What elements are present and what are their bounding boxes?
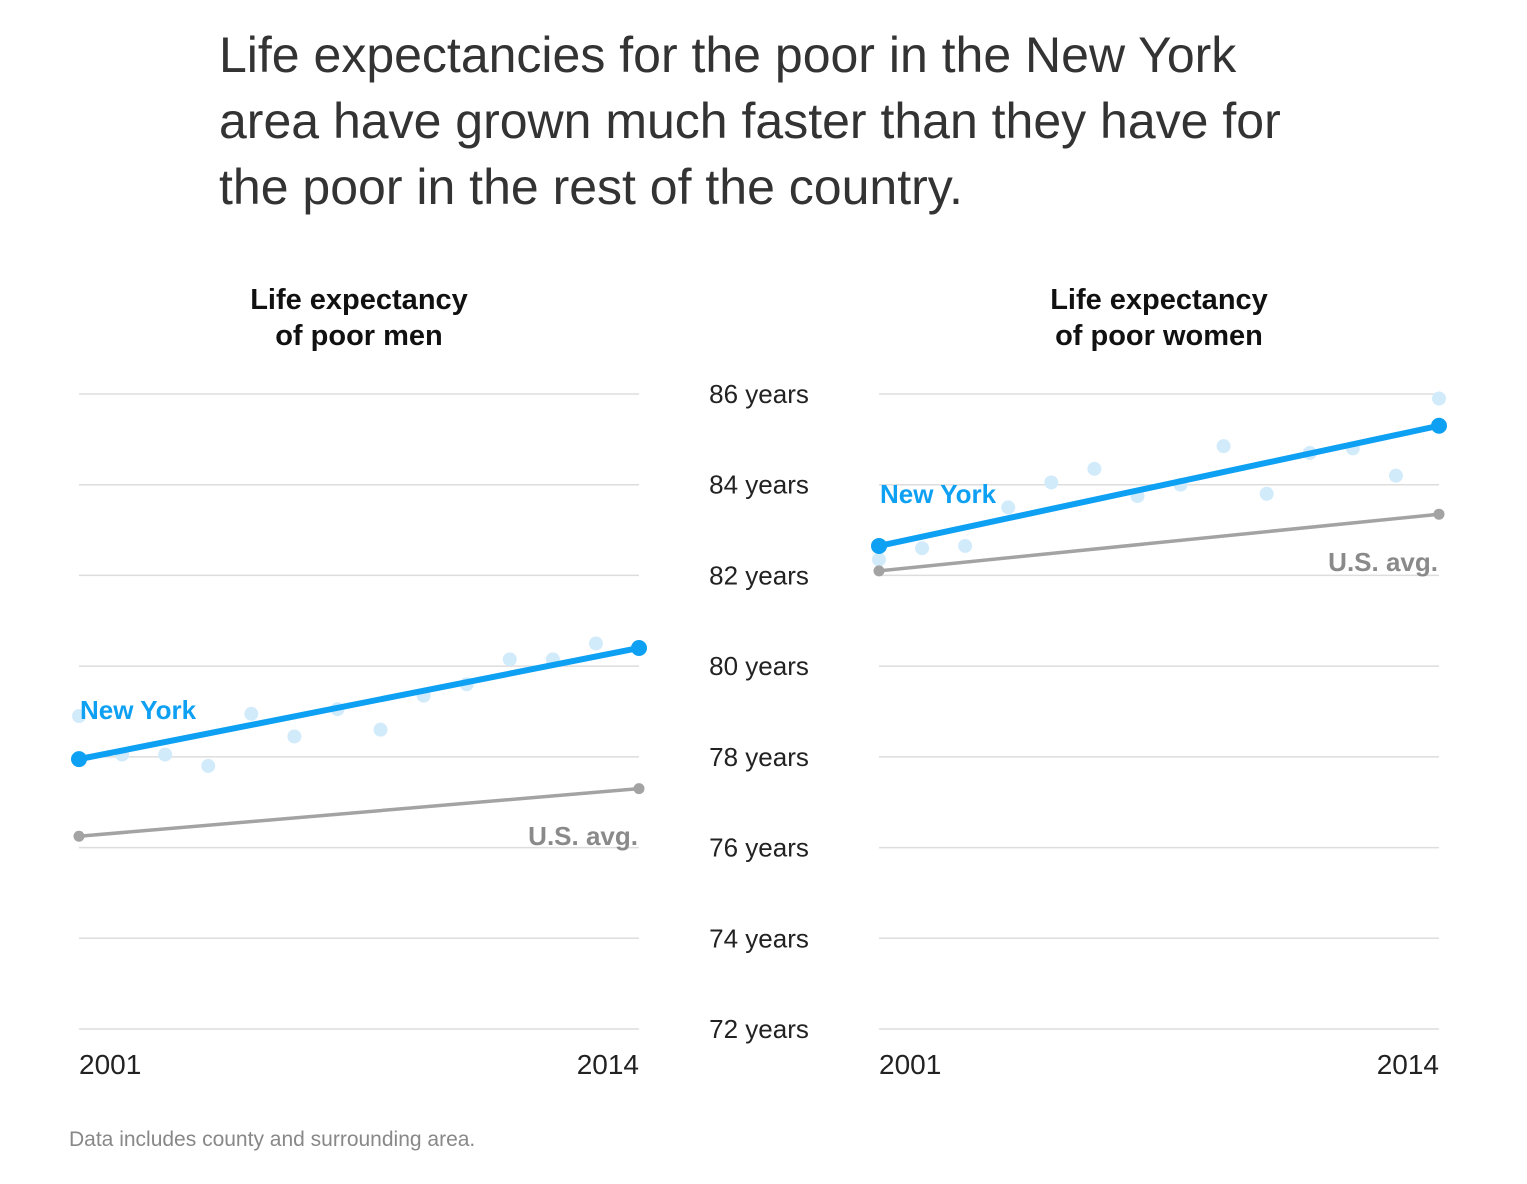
men-us-label: U.S. avg. <box>528 821 638 851</box>
men-x-tick-end: 2014 <box>577 1049 639 1080</box>
women-chart-title: Life expectancy of poor women <box>1050 284 1268 352</box>
men-title-line-2: of poor men <box>275 320 443 352</box>
women-x-tick-end: 2014 <box>1377 1049 1439 1080</box>
charts-svg: Life expectancy of poor men New York U.S… <box>71 284 1447 1080</box>
women-gridlines <box>879 393 1439 1030</box>
y-tick-label-72: 72 years <box>709 1014 809 1044</box>
women-x-tick-start: 2001 <box>879 1049 941 1080</box>
women-ny-point-2003 <box>958 538 973 553</box>
men-chart: Life expectancy of poor men New York U.S… <box>71 284 647 1080</box>
men-ny-point-2004 <box>201 758 216 773</box>
women-title-line-2: of poor women <box>1055 320 1263 352</box>
y-tick-label-74: 74 years <box>709 923 809 953</box>
women-ny-point-2002 <box>915 541 930 556</box>
women-ny-point-2004 <box>1001 500 1016 515</box>
men-ny-endpoint-2001 <box>71 751 87 768</box>
men-ny-point-2006 <box>287 729 302 744</box>
men-ny-point-2005 <box>244 706 259 721</box>
men-lines <box>71 640 647 842</box>
y-tick-label-82: 82 years <box>709 560 809 590</box>
women-ny-point-2005 <box>1044 475 1059 490</box>
y-tick-label-86: 86 years <box>709 379 809 409</box>
women-ny-point-2010 <box>1259 486 1274 501</box>
men-ny-point-2013 <box>588 636 603 651</box>
women-ny-endpoint-2014 <box>1431 417 1447 434</box>
y-tick-label-80: 80 years <box>709 651 809 681</box>
headline: Life expectancies for the poor in the Ne… <box>219 27 1281 215</box>
men-us-trend-line <box>77 786 641 838</box>
men-x-tick-start: 2001 <box>79 1049 141 1080</box>
y-axis-labels: 86 years 84 years 82 years 80 years 78 years… <box>709 379 809 1044</box>
men-ny-point-2011 <box>502 652 517 667</box>
women-ny-label: New York <box>880 479 997 509</box>
men-us-endpoint-2014 <box>633 783 645 795</box>
men-ny-point-2008 <box>373 722 388 737</box>
men-ny-endpoint-2014 <box>631 640 647 656</box>
women-us-trend-line <box>877 512 1441 573</box>
women-ny-trend-line <box>876 422 1442 549</box>
men-ny-label: New York <box>80 695 197 725</box>
men-ny-point-2003 <box>158 747 173 762</box>
men-us-endpoint-2001 <box>73 830 85 842</box>
women-us-endpoint-2014 <box>1433 508 1445 520</box>
y-tick-label-76: 76 years <box>709 833 809 863</box>
women-ny-point-2001 <box>872 552 886 567</box>
women-lines <box>871 417 1447 577</box>
women-ny-point-2006 <box>1087 461 1102 476</box>
women-ny-point-2014 <box>1432 391 1446 406</box>
y-tick-label-78: 78 years <box>709 742 809 772</box>
men-title-line-1: Life expectancy <box>250 284 468 316</box>
men-ny-point-2001 <box>72 709 86 724</box>
women-ny-point-2013 <box>1388 468 1403 483</box>
women-chart: Life expectancy of poor women New York U… <box>871 284 1447 1080</box>
men-ny-trend-line <box>76 645 642 763</box>
women-us-label: U.S. avg. <box>1328 547 1438 577</box>
women-ny-endpoint-2001 <box>871 537 887 554</box>
men-chart-title: Life expectancy of poor men <box>250 284 468 352</box>
women-ny-point-2009 <box>1216 439 1231 454</box>
data-note: Data includes county and surrounding are… <box>69 1128 476 1151</box>
women-title-line-1: Life expectancy <box>1050 284 1268 316</box>
women-us-endpoint-2001 <box>873 565 885 577</box>
y-tick-label-84: 84 years <box>709 470 809 500</box>
